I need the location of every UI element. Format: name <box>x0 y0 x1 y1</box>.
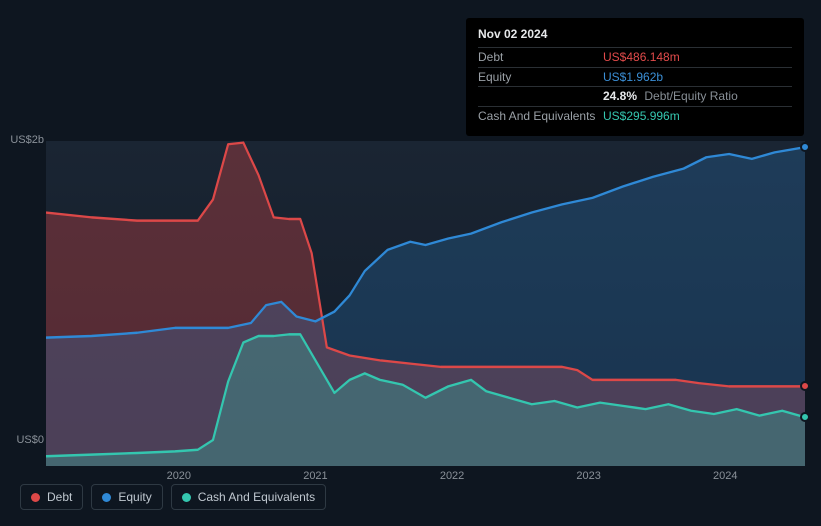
legend-item-equity[interactable]: Equity <box>91 484 162 510</box>
y-axis-label: US$0 <box>16 434 44 446</box>
legend-item-cash[interactable]: Cash And Equivalents <box>171 484 326 510</box>
tooltip-value: US$1.962b <box>603 69 663 86</box>
tooltip-ratio: 24.8% Debt/Equity Ratio <box>603 88 738 105</box>
y-axis-label: US$2b <box>10 134 44 146</box>
circle-icon <box>31 493 40 502</box>
tooltip-label <box>478 88 603 105</box>
tooltip-row-ratio: 24.8% Debt/Equity Ratio <box>478 86 792 106</box>
x-axis-tick: 2023 <box>576 470 600 482</box>
tooltip-row-cash: Cash And Equivalents US$295.996m <box>478 106 792 126</box>
series-end-marker <box>800 142 810 152</box>
x-axis-tick: 2020 <box>167 470 191 482</box>
chart-tooltip: Nov 02 2024 Debt US$486.148m Equity US$1… <box>466 18 804 136</box>
plot-area[interactable] <box>46 141 805 466</box>
legend-label: Debt <box>47 490 72 504</box>
tooltip-row-debt: Debt US$486.148m <box>478 47 792 67</box>
tooltip-label: Equity <box>478 69 603 86</box>
circle-icon <box>182 493 191 502</box>
tooltip-date: Nov 02 2024 <box>478 26 792 43</box>
chart-svg <box>46 141 805 466</box>
tooltip-value: US$295.996m <box>603 108 680 125</box>
x-axis-tick: 2022 <box>440 470 464 482</box>
series-end-marker <box>800 381 810 391</box>
x-axis-tick: 2021 <box>303 470 327 482</box>
legend-label: Equity <box>118 490 151 504</box>
legend: Debt Equity Cash And Equivalents <box>20 484 326 510</box>
tooltip-value: US$486.148m <box>603 49 680 66</box>
tooltip-label: Debt <box>478 49 603 66</box>
legend-label: Cash And Equivalents <box>198 490 315 504</box>
series-end-marker <box>800 412 810 422</box>
legend-item-debt[interactable]: Debt <box>20 484 83 510</box>
tooltip-row-equity: Equity US$1.962b <box>478 67 792 87</box>
x-axis-tick: 2024 <box>713 470 737 482</box>
circle-icon <box>102 493 111 502</box>
tooltip-label: Cash And Equivalents <box>478 108 603 125</box>
chart-area: US$2bUS$0 <box>16 125 805 466</box>
